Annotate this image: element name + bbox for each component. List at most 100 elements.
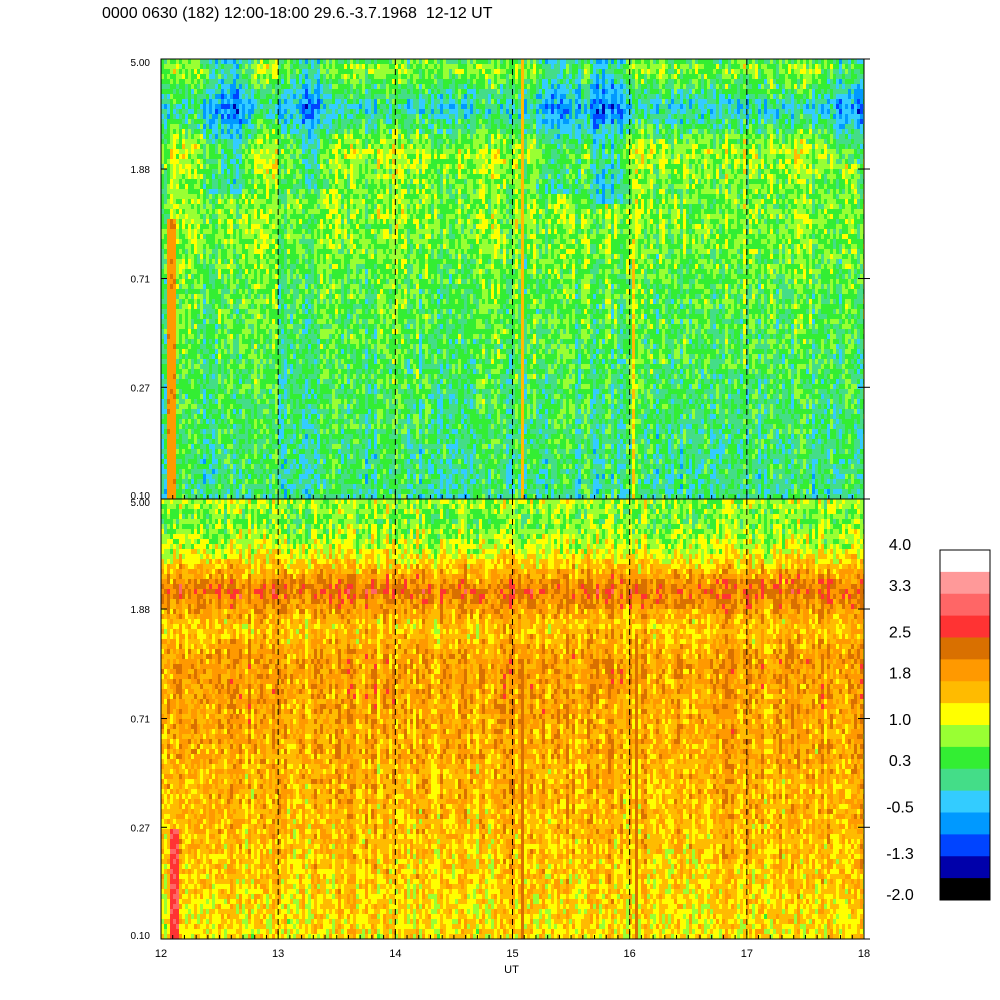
heatmap-cell bbox=[209, 444, 213, 450]
heatmap-cell bbox=[293, 449, 297, 455]
heatmap-cell bbox=[245, 384, 249, 390]
heatmap-cell bbox=[212, 289, 216, 295]
heatmap-cell bbox=[236, 334, 240, 340]
heatmap-cell bbox=[260, 134, 264, 140]
heatmap-cell bbox=[284, 74, 288, 80]
heatmap-cell bbox=[182, 224, 186, 230]
heatmap-cell bbox=[197, 494, 201, 500]
heatmap-cell bbox=[323, 114, 327, 120]
heatmap-cell bbox=[224, 364, 228, 370]
heatmap-cell bbox=[320, 399, 324, 405]
heatmap-cell bbox=[179, 404, 183, 410]
heatmap-cell bbox=[311, 224, 315, 230]
heatmap-cell bbox=[329, 334, 333, 340]
heatmap-cell bbox=[227, 439, 231, 445]
heatmap-cell bbox=[284, 274, 288, 280]
heatmap-cell bbox=[188, 469, 192, 475]
heatmap-cell bbox=[299, 189, 303, 195]
heatmap-cell bbox=[272, 349, 276, 355]
heatmap-cell bbox=[284, 84, 288, 90]
heatmap-cell bbox=[164, 89, 168, 95]
heatmap-cell bbox=[260, 339, 264, 345]
heatmap-cell bbox=[314, 369, 318, 375]
heatmap-cell bbox=[242, 124, 246, 130]
heatmap-cell bbox=[224, 419, 228, 425]
heatmap-cell bbox=[242, 114, 246, 120]
heatmap-cell bbox=[170, 369, 174, 375]
heatmap-cell bbox=[203, 59, 207, 65]
heatmap-cell bbox=[221, 439, 225, 445]
heatmap-cell bbox=[200, 154, 204, 160]
heatmap-cell bbox=[329, 199, 333, 205]
heatmap-cell bbox=[314, 249, 318, 255]
heatmap-cell bbox=[191, 289, 195, 295]
heatmap-cell bbox=[299, 164, 303, 170]
heatmap-cell bbox=[278, 319, 282, 325]
heatmap-cell bbox=[326, 389, 330, 395]
heatmap-cell bbox=[230, 189, 234, 195]
heatmap-cell bbox=[179, 194, 183, 200]
heatmap-cell bbox=[221, 329, 225, 335]
heatmap-cell bbox=[209, 119, 213, 125]
heatmap-cell bbox=[221, 139, 225, 145]
heatmap-cell bbox=[308, 444, 312, 450]
heatmap-cell bbox=[221, 119, 225, 125]
heatmap-cell bbox=[299, 489, 303, 495]
heatmap-cell bbox=[245, 64, 249, 70]
heatmap-cell bbox=[305, 424, 309, 430]
heatmap-cell bbox=[278, 204, 282, 210]
heatmap-cell bbox=[200, 429, 204, 435]
heatmap-cell bbox=[176, 399, 180, 405]
heatmap-cell bbox=[329, 224, 333, 230]
heatmap-cell bbox=[323, 459, 327, 465]
heatmap-cell bbox=[164, 174, 168, 180]
heatmap-cell bbox=[245, 89, 249, 95]
heatmap-cell bbox=[248, 489, 252, 495]
heatmap-cell bbox=[278, 134, 282, 140]
heatmap-cell bbox=[290, 444, 294, 450]
heatmap-cell bbox=[296, 394, 300, 400]
heatmap-cell bbox=[269, 314, 273, 320]
heatmap-cell bbox=[218, 484, 222, 490]
heatmap-cell bbox=[167, 69, 171, 75]
heatmap-cell bbox=[233, 229, 237, 235]
heatmap-cell bbox=[326, 104, 330, 110]
heatmap-cell bbox=[209, 194, 213, 200]
heatmap-cell bbox=[302, 129, 306, 135]
heatmap-cell bbox=[278, 199, 282, 205]
heatmap-cell bbox=[242, 204, 246, 210]
heatmap-cell bbox=[200, 254, 204, 260]
heatmap-cell bbox=[269, 174, 273, 180]
heatmap-cell bbox=[320, 244, 324, 250]
heatmap-cell bbox=[179, 144, 183, 150]
heatmap-cell bbox=[224, 389, 228, 395]
heatmap-cell bbox=[194, 134, 198, 140]
heatmap-cell bbox=[209, 464, 213, 470]
heatmap-cell bbox=[173, 414, 177, 420]
heatmap-cell bbox=[188, 154, 192, 160]
heatmap-cell bbox=[263, 229, 267, 235]
heatmap-cell bbox=[230, 129, 234, 135]
heatmap-cell bbox=[194, 99, 198, 105]
heatmap-cell bbox=[188, 184, 192, 190]
heatmap-cell bbox=[167, 364, 171, 370]
heatmap-cell bbox=[254, 484, 258, 490]
heatmap-cell bbox=[230, 69, 234, 75]
heatmap-cell bbox=[239, 494, 243, 500]
heatmap-cell bbox=[263, 149, 267, 155]
heatmap-cell bbox=[227, 344, 231, 350]
heatmap-cell bbox=[305, 269, 309, 275]
heatmap-cell bbox=[269, 184, 273, 190]
heatmap-cell bbox=[278, 414, 282, 420]
heatmap-cell bbox=[164, 209, 168, 215]
heatmap-cell bbox=[299, 159, 303, 165]
heatmap-cell bbox=[212, 284, 216, 290]
heatmap-cell bbox=[326, 79, 330, 85]
heatmap-cell bbox=[251, 219, 255, 225]
heatmap-cell bbox=[203, 219, 207, 225]
heatmap-cell bbox=[236, 464, 240, 470]
heatmap-cell bbox=[269, 89, 273, 95]
heatmap-cell bbox=[245, 434, 249, 440]
heatmap-cell bbox=[227, 234, 231, 240]
heatmap-cell bbox=[194, 114, 198, 120]
